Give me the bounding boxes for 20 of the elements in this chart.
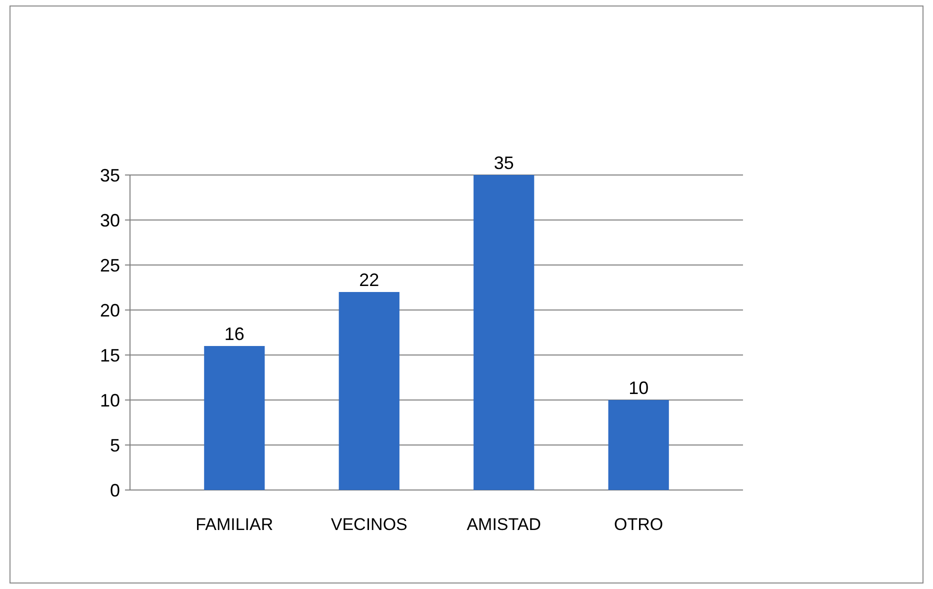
y-tick-label: 10 [100,390,120,410]
x-tick-label: OTRO [614,515,664,534]
data-label: 16 [224,324,244,344]
bar [608,400,669,490]
x-tick-label: VECINOS [330,515,408,534]
data-label: 22 [359,270,380,290]
y-tick-label: 20 [100,300,120,320]
y-tick-label: 35 [100,165,120,186]
y-tick-label: 5 [110,435,120,456]
y-tick-label: 25 [100,255,120,276]
x-tick-label: AMISTAD [466,515,542,534]
x-tick-label: FAMILIAR [196,515,274,534]
data-label: 10 [628,378,649,398]
bar [204,346,265,490]
data-label: 35 [494,153,514,173]
y-tick-label: 30 [100,210,120,230]
y-tick-label: 0 [110,480,120,500]
bar [338,292,400,490]
bar [474,175,534,490]
y-tick-label: 15 [100,345,120,366]
